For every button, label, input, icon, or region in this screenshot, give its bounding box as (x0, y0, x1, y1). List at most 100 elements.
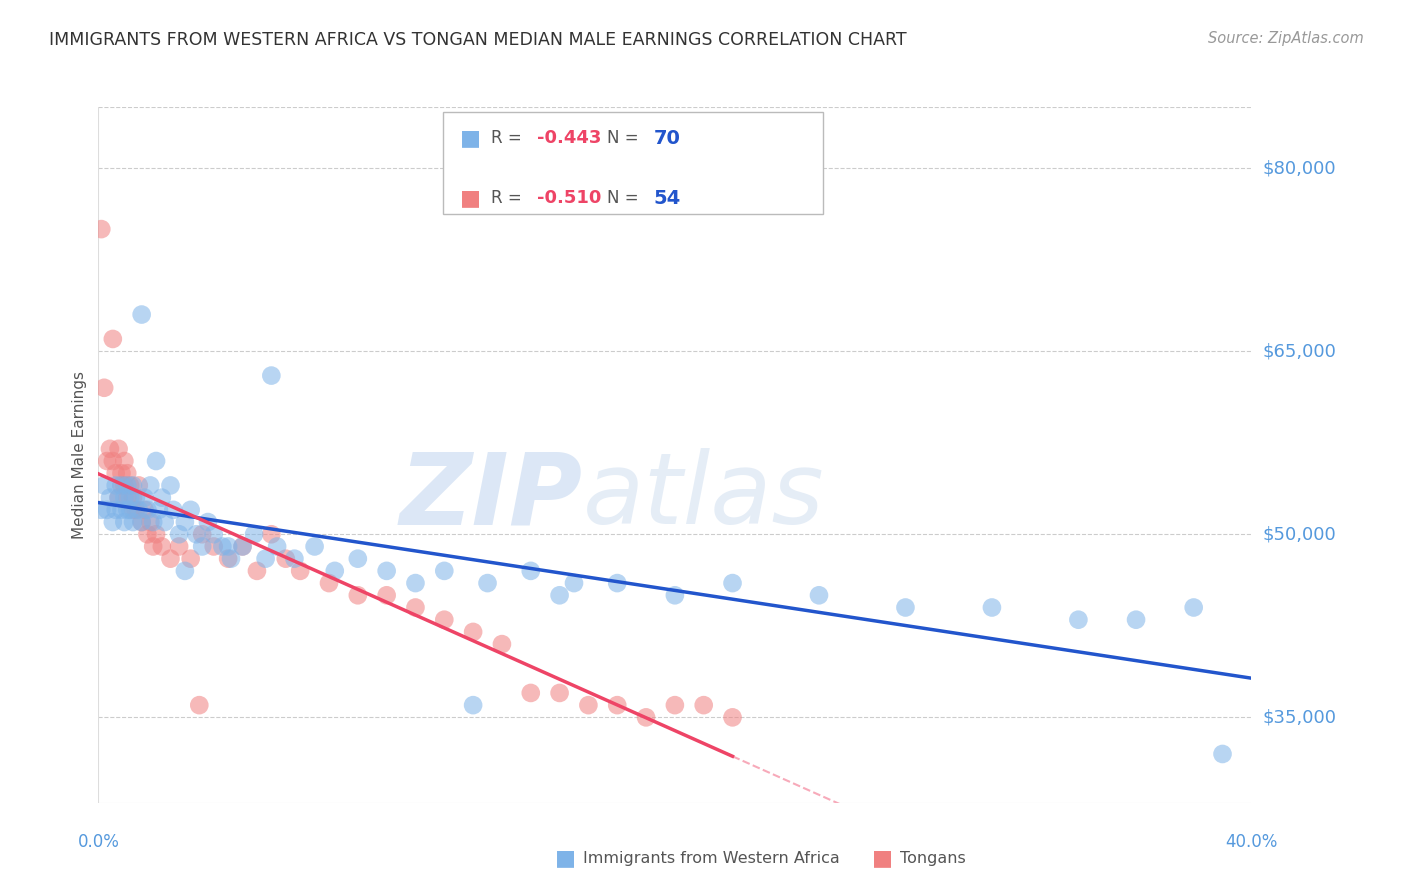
Point (98, 491, 121, 505)
Point (93, 381, 115, 395)
Point (375, 588, 398, 602)
Point (219, 551, 242, 566)
Text: ■: ■ (555, 848, 576, 868)
Point (405, 576, 427, 591)
Point (243, 527, 266, 541)
Point (125, 503, 148, 517)
Text: ■: ■ (460, 188, 481, 208)
Point (120, 491, 142, 505)
Point (112, 515, 135, 529)
Text: Source: ZipAtlas.com: Source: ZipAtlas.com (1208, 31, 1364, 46)
Point (93, 478, 115, 492)
Point (461, 624, 484, 639)
Point (110, 478, 132, 492)
Point (1182, 600, 1205, 615)
Point (174, 515, 197, 529)
Point (260, 527, 283, 541)
Point (107, 491, 129, 505)
Point (145, 454, 167, 468)
Point (101, 332, 124, 346)
Point (606, 698, 628, 713)
Point (112, 491, 135, 505)
Text: 54: 54 (654, 188, 681, 208)
Point (90, 503, 112, 517)
Point (636, 710, 658, 724)
Point (96, 454, 118, 468)
Point (260, 368, 283, 383)
Point (139, 478, 162, 492)
Point (128, 503, 150, 517)
Point (122, 503, 145, 517)
Point (197, 515, 219, 529)
Point (217, 540, 239, 554)
Point (150, 540, 173, 554)
Point (145, 527, 167, 541)
Point (101, 454, 124, 468)
Text: atlas: atlas (582, 448, 824, 545)
Point (433, 564, 456, 578)
Point (191, 540, 214, 554)
Point (107, 491, 129, 505)
Point (191, 527, 214, 541)
Point (283, 551, 305, 566)
Point (107, 442, 129, 456)
Point (346, 551, 368, 566)
Point (131, 515, 153, 529)
Point (562, 576, 585, 591)
Point (120, 478, 142, 492)
Point (174, 564, 197, 578)
Text: $50,000: $50,000 (1263, 525, 1336, 543)
Point (664, 588, 686, 602)
Point (136, 503, 159, 517)
Point (117, 491, 138, 505)
Point (112, 478, 135, 492)
Text: R =: R = (491, 189, 527, 207)
Point (461, 698, 484, 713)
Point (721, 576, 744, 591)
Point (1125, 613, 1147, 627)
Text: 70: 70 (654, 128, 681, 148)
Point (548, 588, 571, 602)
Text: -0.510: -0.510 (537, 189, 602, 207)
Point (231, 540, 254, 554)
Point (231, 540, 254, 554)
Text: $80,000: $80,000 (1263, 159, 1336, 178)
Text: $65,000: $65,000 (1263, 343, 1336, 360)
Point (491, 637, 513, 651)
Point (211, 540, 233, 554)
Point (150, 491, 173, 505)
Point (128, 478, 150, 492)
Point (117, 503, 138, 517)
Text: R =: R = (491, 129, 527, 147)
Point (131, 515, 153, 529)
Point (664, 698, 686, 713)
Point (520, 686, 543, 700)
Text: $35,000: $35,000 (1263, 708, 1337, 726)
Point (290, 564, 312, 578)
Point (142, 540, 165, 554)
Point (180, 551, 202, 566)
Point (274, 551, 297, 566)
Point (375, 564, 398, 578)
Text: N =: N = (607, 129, 644, 147)
Point (520, 564, 543, 578)
Text: ■: ■ (872, 848, 893, 868)
Text: Immigrants from Western Africa: Immigrants from Western Africa (583, 851, 841, 865)
Point (894, 600, 917, 615)
Point (110, 503, 132, 517)
Point (117, 478, 138, 492)
Point (96, 503, 118, 517)
Point (167, 527, 190, 541)
Point (578, 698, 600, 713)
Point (266, 540, 288, 554)
Point (117, 467, 138, 481)
Text: Tongans: Tongans (900, 851, 966, 865)
Point (148, 503, 170, 517)
Point (246, 564, 269, 578)
Point (1067, 613, 1090, 627)
Point (304, 540, 326, 554)
Point (167, 540, 190, 554)
Point (254, 551, 277, 566)
Point (153, 515, 176, 529)
Point (134, 503, 156, 517)
